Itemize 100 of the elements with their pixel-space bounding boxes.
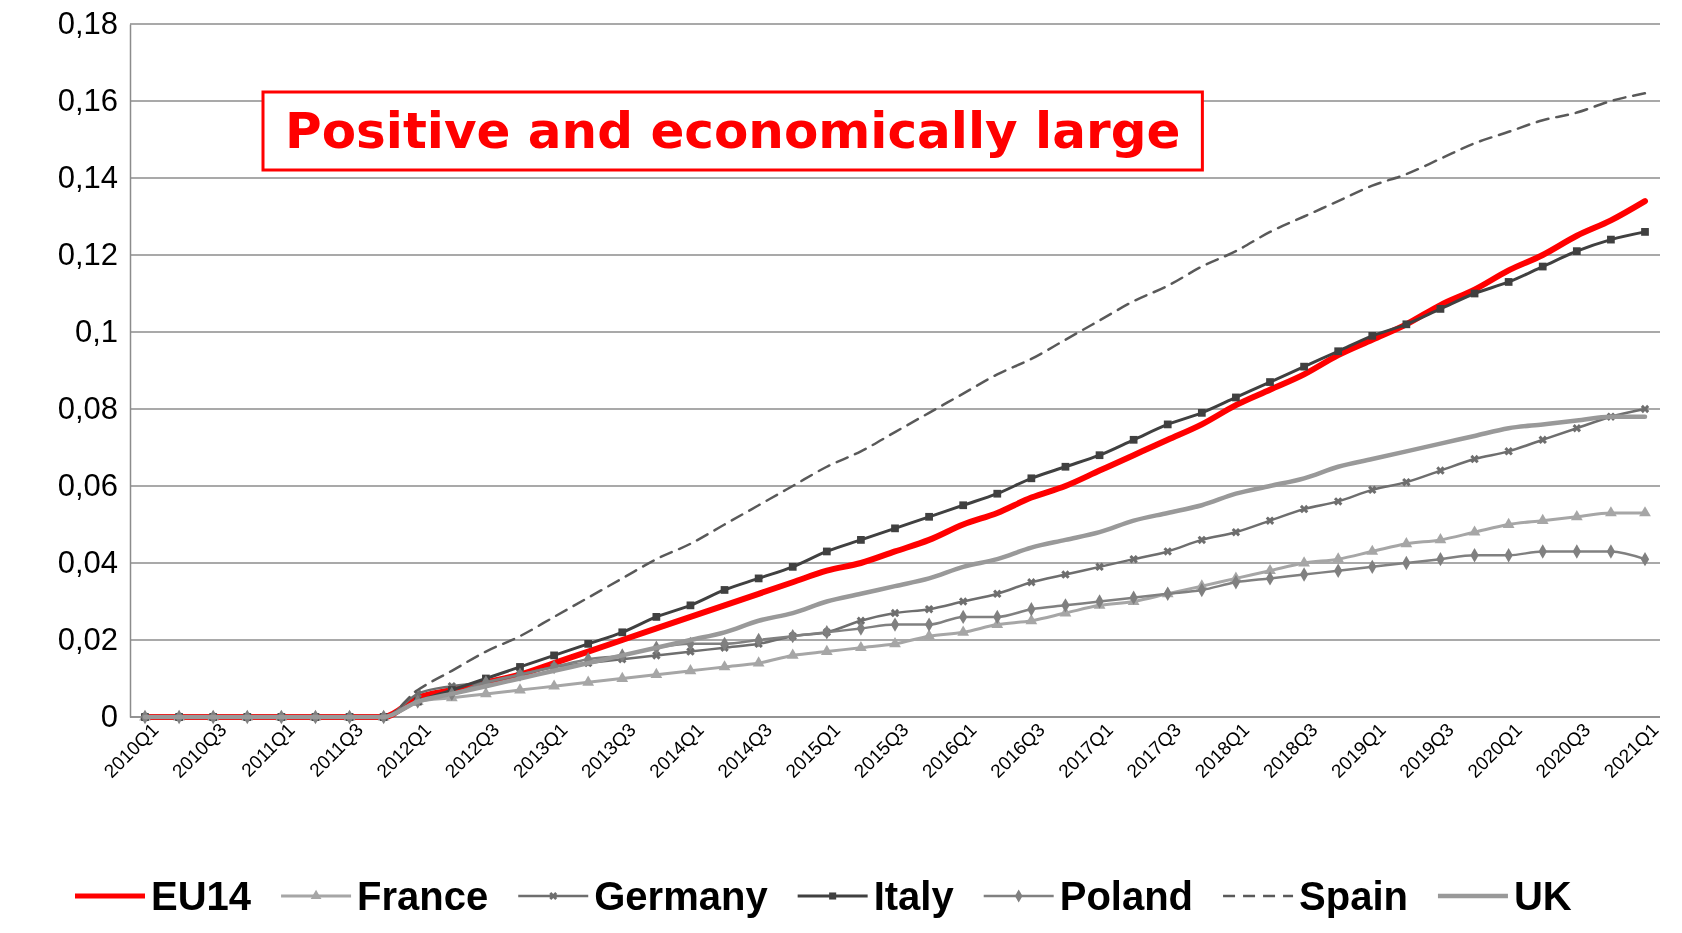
- y-tick-label: 0,18: [57, 6, 118, 42]
- point: [1504, 278, 1513, 286]
- point: [1298, 556, 1310, 567]
- point: [786, 648, 799, 659]
- point: [652, 651, 661, 660]
- point: [650, 667, 663, 679]
- point: [957, 625, 970, 636]
- y-tick-label: 0,14: [57, 160, 118, 196]
- point: [1334, 347, 1343, 356]
- annotation: Positive and economically large: [285, 102, 1181, 160]
- point: [958, 597, 968, 606]
- point: [1265, 516, 1275, 525]
- y-tick-label: 0,1: [74, 314, 118, 350]
- y-tick-label: 0: [100, 699, 118, 735]
- point: [1061, 570, 1070, 579]
- point: [1572, 424, 1582, 433]
- point: [652, 613, 661, 621]
- point: [1640, 404, 1650, 414]
- point: [1402, 477, 1411, 487]
- point: [822, 547, 831, 556]
- y-tick-label: 0,06: [57, 468, 118, 504]
- point: [618, 628, 627, 637]
- legend-label: Germany: [594, 874, 769, 918]
- point: [754, 574, 763, 583]
- point: [1061, 462, 1070, 471]
- point: [1436, 305, 1445, 313]
- point: [1641, 228, 1649, 236]
- point: [891, 524, 899, 533]
- point: [616, 671, 629, 682]
- point: [1538, 262, 1547, 271]
- point: [720, 586, 729, 594]
- point: [1232, 393, 1240, 402]
- point: [1368, 331, 1377, 340]
- point: [1402, 320, 1411, 329]
- y-tick-label: 0,08: [57, 391, 118, 427]
- point: [1605, 506, 1617, 517]
- y-tick-label: 0,02: [57, 622, 118, 658]
- point: [1570, 510, 1583, 521]
- point: [584, 639, 593, 648]
- point: [1163, 547, 1172, 556]
- legend-label: UK: [1513, 874, 1572, 918]
- point: [1163, 420, 1172, 429]
- point: [1607, 235, 1615, 244]
- legend-label: Spain: [1299, 874, 1408, 918]
- point: [1536, 513, 1549, 525]
- point: [924, 604, 934, 614]
- point: [1400, 536, 1413, 548]
- point: [1504, 447, 1513, 456]
- point: [1368, 485, 1377, 495]
- point: [514, 683, 526, 694]
- point: [1332, 552, 1345, 563]
- point: [684, 664, 697, 675]
- point: [1502, 517, 1515, 528]
- point: [480, 687, 492, 698]
- point: [752, 656, 765, 667]
- legend-label: France: [357, 874, 489, 918]
- point: [1639, 506, 1651, 517]
- point: [1095, 562, 1104, 572]
- point: [1366, 544, 1379, 555]
- point: [855, 640, 867, 652]
- point: [959, 501, 968, 510]
- point: [925, 512, 933, 521]
- point: [889, 637, 901, 648]
- point: [993, 489, 1002, 498]
- point: [1027, 578, 1036, 587]
- legend-label: Poland: [1059, 874, 1194, 918]
- point: [686, 601, 695, 610]
- point: [1299, 504, 1309, 514]
- legend-label: Italy: [873, 874, 955, 918]
- point: [1436, 466, 1445, 475]
- point: [1027, 474, 1036, 483]
- point: [820, 644, 833, 655]
- point: [1197, 408, 1206, 417]
- point: [923, 629, 935, 640]
- point: [1266, 378, 1274, 386]
- point: [1197, 535, 1207, 545]
- y-tick-label: 0,12: [57, 237, 118, 273]
- point: [788, 562, 797, 571]
- point: [686, 647, 695, 656]
- point: [1468, 525, 1481, 536]
- point: [582, 675, 595, 686]
- point: [1264, 563, 1276, 575]
- y-tick-label: 0,16: [57, 83, 118, 119]
- point: [1095, 451, 1104, 460]
- point: [1538, 435, 1547, 445]
- point: [1572, 247, 1581, 256]
- point: [857, 536, 865, 544]
- point: [718, 660, 731, 671]
- point: [890, 608, 900, 618]
- point: [993, 589, 1002, 599]
- point: [548, 679, 560, 690]
- point: [1300, 362, 1308, 371]
- point: [1129, 435, 1138, 444]
- y-tick-label: 0,04: [57, 545, 118, 581]
- point: [550, 651, 558, 660]
- point: [1434, 533, 1447, 544]
- point: [856, 616, 866, 625]
- point: [1231, 527, 1241, 537]
- point: [1333, 497, 1343, 506]
- point: [1129, 554, 1138, 564]
